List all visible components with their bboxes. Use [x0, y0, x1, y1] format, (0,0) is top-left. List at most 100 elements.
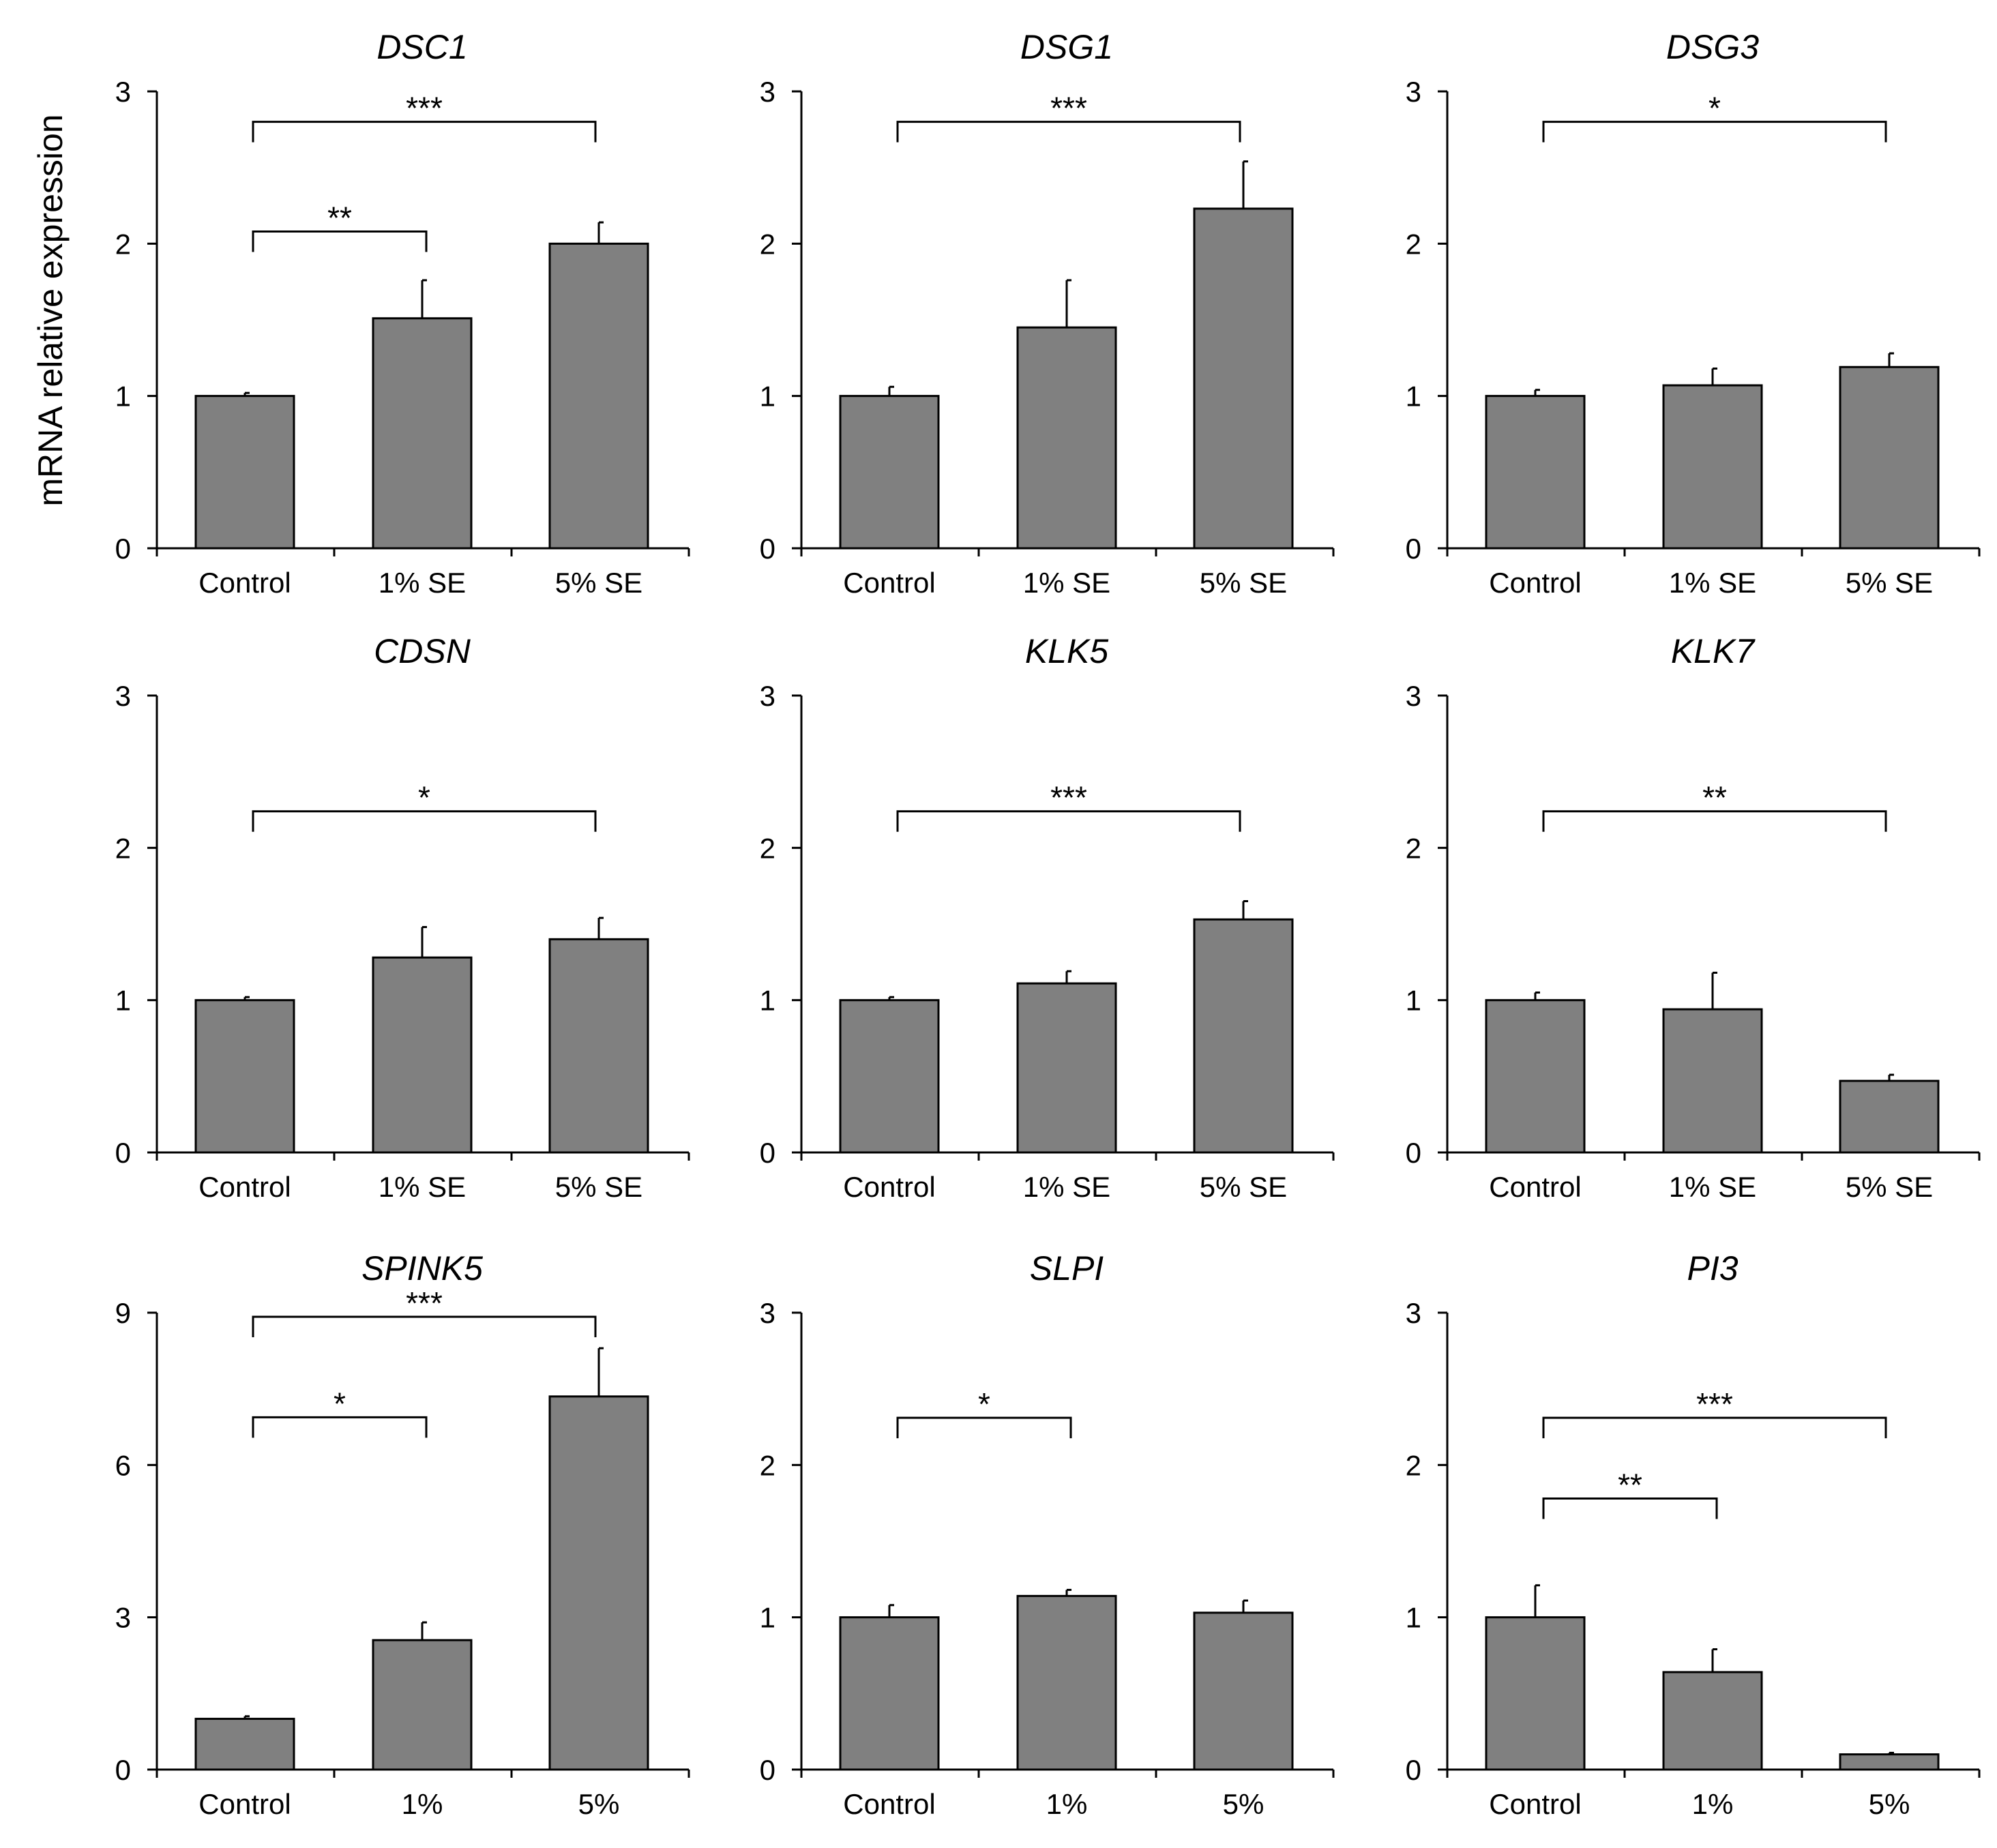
y-tick-label: 3 — [1406, 76, 1421, 108]
y-tick-label: 1 — [1406, 381, 1421, 413]
significance-bracket — [1542, 121, 1887, 143]
panel-dsg3: DSG3 0 1 2 3 Control 1% SE 5% SE * — [1406, 28, 1981, 599]
significance-label: *** — [1050, 91, 1087, 126]
significance-bracket — [252, 1315, 597, 1337]
bar — [194, 395, 295, 550]
x-tick-label: Control — [1489, 567, 1581, 599]
y-tick-label: 2 — [115, 832, 131, 864]
panel-title: DSC1 — [376, 28, 467, 66]
panel-klk7: KLK7 0 1 2 3 Control 1% SE 5% SE ** — [1406, 632, 1981, 1203]
panel-title: KLK5 — [1025, 632, 1109, 670]
x-tick-label: 1% SE — [1023, 1171, 1110, 1203]
significance-label: ** — [1618, 1467, 1642, 1502]
significance-label: * — [418, 780, 430, 816]
bar — [194, 999, 295, 1154]
y-tick-label: 9 — [115, 1297, 131, 1329]
significance-label: * — [334, 1386, 346, 1421]
significance-label: *** — [1050, 780, 1087, 816]
bar — [1193, 207, 1294, 550]
y-tick-label: 1 — [760, 1602, 775, 1634]
y-tick-label: 3 — [760, 76, 775, 108]
y-tick-label: 2 — [1406, 228, 1421, 260]
y-tick-label: 1 — [1406, 985, 1421, 1017]
bar — [1485, 999, 1586, 1154]
y-tick-label: 0 — [1406, 533, 1421, 565]
x-tick-label: Control — [198, 1788, 291, 1820]
significance-bracket — [1542, 1497, 1718, 1519]
y-tick-label: 0 — [1406, 1754, 1421, 1786]
bar — [1485, 395, 1586, 550]
x-tick-label: Control — [1489, 1788, 1581, 1820]
significance-label: * — [1708, 91, 1721, 126]
y-tick-label: 1 — [115, 381, 131, 413]
y-tick-label: 1 — [115, 985, 131, 1017]
x-tick-label: 5% — [1869, 1788, 1910, 1820]
y-tick-label: 0 — [115, 1754, 131, 1786]
bar — [839, 1616, 940, 1771]
x-tick-label: 5% — [1223, 1788, 1264, 1820]
x-tick-label: Control — [843, 567, 935, 599]
significance-bracket — [252, 230, 428, 252]
x-tick-label: 5% — [578, 1788, 620, 1820]
y-tick-label: 2 — [1406, 832, 1421, 864]
y-tick-label: 2 — [760, 228, 775, 260]
significance-bracket — [896, 810, 1241, 832]
y-tick-label: 0 — [115, 1137, 131, 1169]
y-tick-label: 3 — [1406, 1297, 1421, 1329]
bar — [839, 395, 940, 550]
panel-title: SPINK5 — [361, 1249, 483, 1287]
bar — [372, 1639, 473, 1771]
x-tick-label: 5% SE — [1200, 1171, 1287, 1203]
panel-klk5: KLK5 0 1 2 3 Control 1% SE 5% SE *** — [760, 632, 1335, 1203]
significance-label: ** — [1702, 780, 1727, 816]
significance-bracket — [252, 1416, 428, 1438]
significance-bracket — [1542, 1416, 1887, 1439]
bar — [1016, 1594, 1117, 1771]
y-tick-label: 0 — [115, 533, 131, 565]
panel-title: DSG1 — [1020, 28, 1113, 66]
y-tick-label: 3 — [760, 1297, 775, 1329]
y-tick-label: 2 — [1406, 1449, 1421, 1481]
y-tick-label: 3 — [115, 76, 131, 108]
y-tick-label: 2 — [760, 832, 775, 864]
panel-title: CDSN — [374, 632, 471, 670]
bar — [548, 242, 649, 550]
y-tick-label: 1 — [1406, 1602, 1421, 1634]
x-tick-label: Control — [843, 1171, 935, 1203]
panel-title: KLK7 — [1671, 632, 1756, 670]
bar — [1016, 326, 1117, 550]
x-tick-label: 5% SE — [555, 1171, 642, 1203]
bar — [548, 1395, 649, 1771]
x-tick-label: Control — [843, 1788, 935, 1820]
x-tick-label: 1% SE — [379, 1171, 466, 1203]
x-tick-label: Control — [198, 1171, 291, 1203]
y-tick-label: 3 — [760, 680, 775, 712]
bar — [1662, 1671, 1763, 1771]
y-tick-label: 0 — [1406, 1137, 1421, 1169]
panel-title: DSG3 — [1666, 28, 1759, 66]
panel-cdsn: CDSN 0 1 2 3 Control 1% SE 5% SE * — [115, 632, 690, 1203]
panel-title: PI3 — [1687, 1249, 1738, 1287]
bar — [372, 956, 473, 1154]
bar — [194, 1718, 295, 1771]
y-tick-label: 1 — [760, 381, 775, 413]
significance-label: *** — [406, 91, 443, 126]
significance-bracket — [1542, 810, 1887, 832]
x-tick-label: 1% — [1046, 1788, 1088, 1820]
y-tick-label: 2 — [115, 228, 131, 260]
significance-bracket — [896, 1416, 1072, 1439]
bar — [1485, 1616, 1586, 1771]
bar — [1662, 1008, 1763, 1154]
bar — [1839, 1753, 1940, 1771]
panel-dsg1: DSG1 0 1 2 3 Control 1% SE 5% SE *** — [760, 28, 1335, 599]
significance-label: ** — [327, 200, 352, 235]
x-tick-label: 1% SE — [1669, 567, 1756, 599]
y-tick-label: 0 — [760, 1137, 775, 1169]
bar — [1016, 982, 1117, 1154]
x-tick-label: 5% SE — [1846, 1171, 1933, 1203]
panel-slpi: SLPI 0 1 2 3 Control 1% 5% * — [760, 1249, 1335, 1820]
